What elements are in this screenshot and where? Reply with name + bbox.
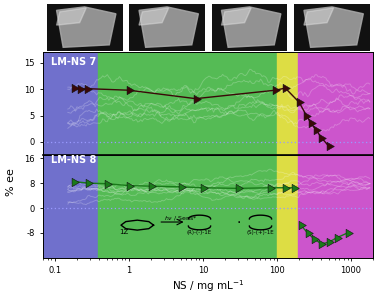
Text: % ee: % ee [6,168,16,196]
Polygon shape [222,7,281,47]
Polygon shape [57,8,86,25]
Text: 1Z: 1Z [119,229,128,234]
Bar [43,52,98,155]
Bar [277,52,297,155]
Bar [294,4,370,51]
X-axis label: NS / mg mL$^{-1}$: NS / mg mL$^{-1}$ [172,278,245,293]
Polygon shape [304,8,334,25]
Bar [297,52,373,155]
Text: (R)-(-)-1E: (R)-(-)-1E [187,231,212,236]
Bar [129,4,205,51]
Text: ·: · [236,216,241,230]
Polygon shape [57,7,116,47]
Bar [98,52,277,155]
Bar [43,155,98,258]
Polygon shape [222,8,251,25]
Bar [297,155,373,258]
Text: $h\nu$ / Sens*: $h\nu$ / Sens* [164,214,198,222]
Bar [47,4,123,51]
Polygon shape [139,8,169,25]
Bar [98,155,277,258]
Bar [277,155,297,258]
Text: LM-NS 8: LM-NS 8 [51,155,97,165]
Polygon shape [139,7,198,47]
Polygon shape [304,7,363,47]
Bar [211,4,287,51]
Text: LM-NS 7: LM-NS 7 [51,57,97,67]
Text: (S)-(+)-1E: (S)-(+)-1E [247,231,274,236]
